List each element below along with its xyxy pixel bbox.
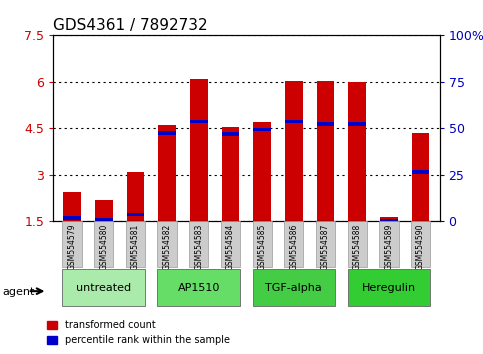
Bar (348, 81, 366, 221)
Bar (285, 120, 302, 124)
Text: AP1510: AP1510 (178, 282, 220, 293)
Bar (127, 172, 144, 221)
Text: GSM554579: GSM554579 (68, 224, 77, 270)
Bar (412, 170, 429, 174)
Bar (285, 81, 302, 221)
FancyBboxPatch shape (411, 221, 430, 267)
Bar (222, 127, 239, 221)
Bar (190, 79, 208, 221)
Text: GSM554590: GSM554590 (416, 224, 425, 270)
FancyBboxPatch shape (62, 221, 82, 267)
Bar (254, 128, 271, 131)
FancyBboxPatch shape (379, 221, 398, 267)
Bar (254, 122, 271, 221)
FancyBboxPatch shape (253, 269, 335, 306)
Text: GSM554589: GSM554589 (384, 224, 393, 270)
FancyBboxPatch shape (157, 221, 177, 267)
Bar (348, 122, 366, 126)
Bar (95, 218, 113, 222)
FancyBboxPatch shape (221, 221, 240, 267)
Bar (63, 192, 81, 221)
Bar (222, 132, 239, 136)
Text: agent: agent (2, 287, 35, 297)
FancyBboxPatch shape (253, 221, 272, 267)
Bar (317, 81, 334, 221)
Bar (380, 217, 398, 221)
Text: GSM554582: GSM554582 (163, 224, 171, 270)
FancyBboxPatch shape (284, 221, 303, 267)
FancyBboxPatch shape (62, 269, 145, 306)
Bar (190, 120, 208, 124)
FancyBboxPatch shape (126, 221, 145, 267)
Legend: transformed count, percentile rank within the sample: transformed count, percentile rank withi… (43, 316, 234, 349)
Text: GSM554587: GSM554587 (321, 224, 330, 270)
Text: GDS4361 / 7892732: GDS4361 / 7892732 (53, 18, 208, 33)
FancyBboxPatch shape (348, 269, 430, 306)
Text: GSM554584: GSM554584 (226, 224, 235, 270)
Text: GSM554581: GSM554581 (131, 224, 140, 270)
FancyBboxPatch shape (94, 221, 114, 267)
Bar (95, 200, 113, 221)
Bar (127, 212, 144, 216)
FancyBboxPatch shape (189, 221, 209, 267)
Text: GSM554586: GSM554586 (289, 224, 298, 270)
FancyBboxPatch shape (348, 221, 367, 267)
Text: untreated: untreated (76, 282, 131, 293)
Text: GSM554585: GSM554585 (257, 224, 267, 270)
FancyBboxPatch shape (157, 269, 240, 306)
FancyBboxPatch shape (316, 221, 335, 267)
Bar (63, 216, 81, 220)
Text: GSM554583: GSM554583 (194, 224, 203, 270)
Bar (158, 131, 176, 135)
Text: GSM554580: GSM554580 (99, 224, 108, 270)
Bar (412, 133, 429, 221)
Bar (317, 122, 334, 126)
Text: GSM554588: GSM554588 (353, 224, 362, 270)
Bar (158, 125, 176, 221)
Bar (380, 219, 398, 223)
Text: TGF-alpha: TGF-alpha (266, 282, 322, 293)
Text: Heregulin: Heregulin (362, 282, 416, 293)
